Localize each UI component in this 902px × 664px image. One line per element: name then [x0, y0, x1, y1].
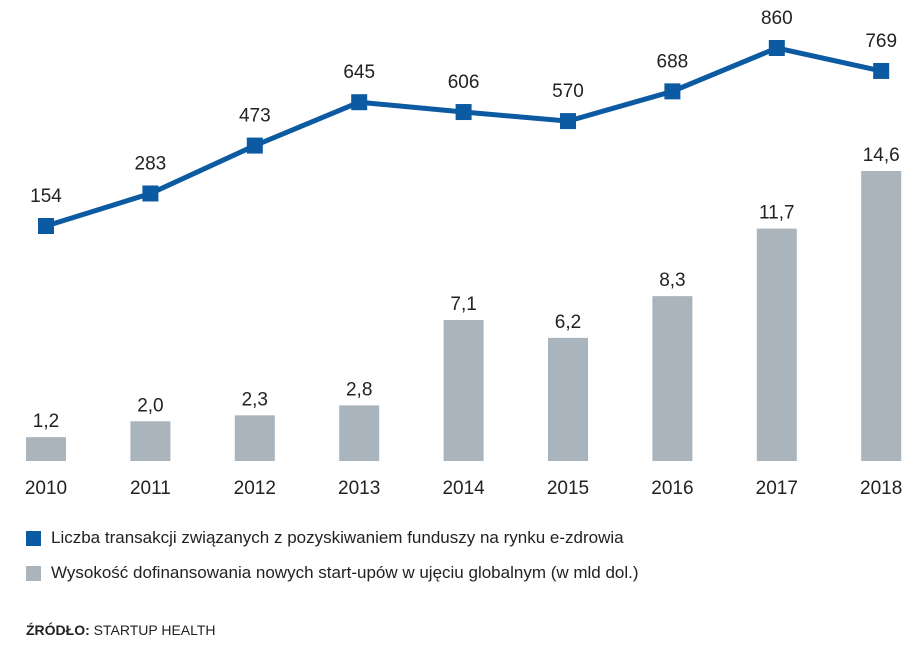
x-tick-label: 2012 [234, 478, 276, 499]
x-tick-label: 2011 [130, 478, 171, 499]
bar-label: 7,1 [450, 294, 476, 315]
bar [339, 405, 380, 461]
x-tick-label: 2015 [547, 478, 589, 499]
bar-label: 14,6 [863, 145, 900, 166]
line-label: 645 [343, 62, 375, 83]
line-label: 283 [135, 153, 167, 174]
line-marker [351, 94, 368, 111]
line-label: 860 [761, 8, 793, 29]
bar-label: 2,3 [242, 389, 268, 410]
line-label: 606 [448, 72, 480, 93]
legend-item-bar: Wysokość dofinansowania nowych start-upó… [26, 563, 639, 583]
line-marker [455, 104, 472, 121]
bar [26, 437, 66, 461]
source-value: STARTUP HEALTH [89, 622, 216, 638]
bar [756, 228, 797, 461]
chart: 1,2 2,0 2,3 2,8 7,1 6,2 8,3 11,7 14,6 2010 2011 201… [25, 8, 902, 499]
line-marker [664, 83, 681, 100]
line-label: 688 [657, 51, 689, 72]
line-marker [142, 185, 159, 202]
x-tick-label: 2014 [442, 478, 485, 499]
legend-swatch-bar [26, 565, 41, 581]
x-tick-label: 2016 [651, 478, 693, 499]
bar-label: 11,7 [759, 203, 795, 224]
legend-item-line: Liczba transakcji związanych z pozyskiwa… [26, 528, 624, 548]
bar [130, 421, 171, 461]
line-marker [873, 62, 890, 79]
source-label: ŹRÓDŁO: [26, 622, 90, 638]
line-marker [560, 113, 576, 130]
line-marker [38, 218, 54, 234]
x-tick-label: 2018 [860, 478, 902, 499]
legend-swatch-line [26, 530, 41, 546]
bar [548, 337, 588, 461]
bar-label: 6,2 [555, 312, 581, 333]
bar-label: 2,8 [346, 379, 372, 400]
bar [443, 319, 484, 461]
legend-label-bar: Wysokość dofinansowania nowych start-upó… [51, 563, 639, 582]
x-tick-label: 2010 [25, 478, 67, 499]
legend-label-line: Liczba transakcji związanych z pozyskiwa… [51, 528, 624, 547]
bar-label: 2,0 [137, 395, 163, 416]
line-label: 154 [30, 186, 62, 207]
source-note: ŹRÓDŁO: STARTUP HEALTH [26, 622, 216, 638]
bar-label: 1,2 [33, 411, 59, 432]
line-marker [768, 40, 785, 56]
x-tick-label: 2017 [756, 478, 798, 499]
bar [234, 415, 275, 461]
line-label: 570 [552, 81, 584, 102]
bar [652, 296, 693, 461]
bar-label: 8,3 [659, 270, 685, 291]
x-tick-label: 2013 [338, 478, 380, 499]
bar [861, 171, 902, 461]
line-marker [246, 137, 263, 154]
line-label: 769 [865, 31, 897, 52]
line-label: 473 [239, 106, 271, 127]
